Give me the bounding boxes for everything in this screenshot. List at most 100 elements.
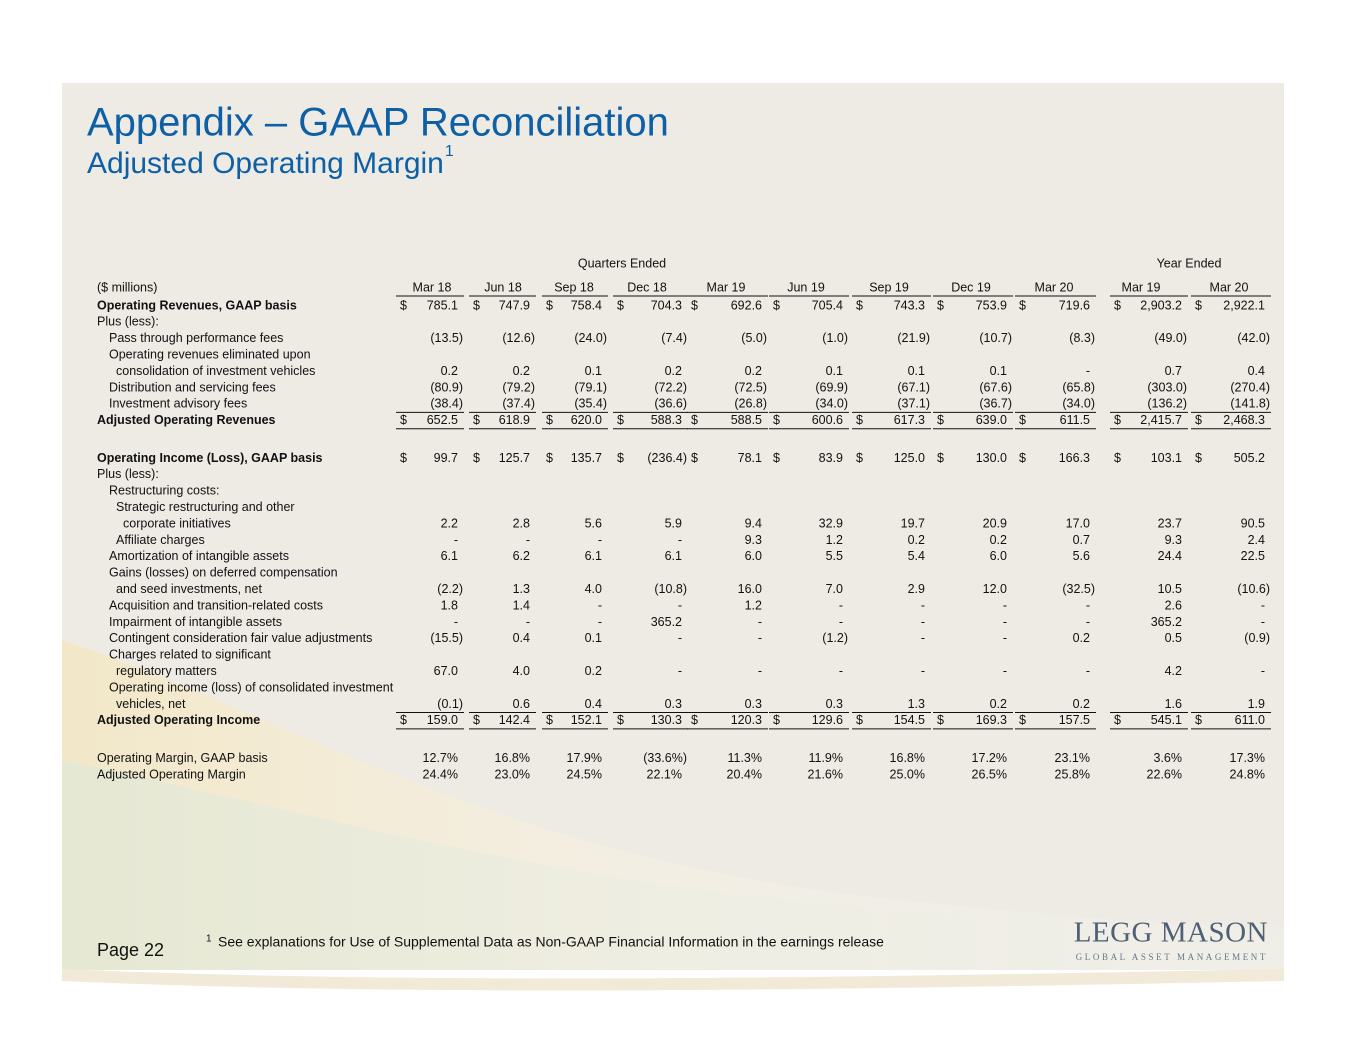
cell: 639.0 — [976, 413, 1007, 427]
cell: - — [526, 615, 530, 629]
cell: - — [1086, 664, 1090, 678]
cell: (38.4) — [430, 397, 463, 411]
column-header: Mar 20 — [1210, 280, 1249, 294]
cell: (34.0) — [815, 397, 848, 411]
cell: 20.4% — [727, 767, 762, 781]
row-label: Operating Margin, GAAP basis — [97, 751, 268, 765]
cell: 9.4 — [745, 516, 762, 530]
cell: - — [1086, 598, 1090, 612]
column-header: Sep 19 — [869, 280, 909, 294]
cell: 99.7 — [434, 451, 458, 465]
currency: $ — [617, 413, 624, 427]
column-header: Sep 18 — [554, 280, 594, 294]
cell: 747.9 — [499, 298, 530, 312]
cell: (136.2) — [1147, 397, 1187, 411]
cell: 1.2 — [826, 533, 843, 547]
cell: 0.2 — [990, 697, 1007, 711]
cell: 2,903.2 — [1140, 298, 1182, 312]
cell: 719.6 — [1059, 298, 1090, 312]
cell: 505.2 — [1234, 451, 1265, 465]
cell: 12.7% — [423, 751, 458, 765]
currency: $ — [473, 713, 480, 727]
cell: - — [1261, 664, 1265, 678]
row-label: Strategic restructuring and other — [116, 500, 295, 514]
cell: 159.0 — [427, 713, 458, 727]
currency: $ — [546, 413, 553, 427]
cell: 5.6 — [1073, 549, 1090, 563]
cell: (72.5) — [734, 380, 767, 394]
currency: $ — [546, 713, 553, 727]
row-label: Affiliate charges — [116, 533, 205, 547]
currency: $ — [1019, 413, 1026, 427]
group-header: Year Ended — [1157, 256, 1222, 270]
currency: $ — [1114, 451, 1121, 465]
cell: - — [1261, 615, 1265, 629]
currency: $ — [937, 413, 944, 427]
currency: $ — [691, 298, 698, 312]
row-label: Restructuring costs: — [109, 484, 219, 498]
cell: 16.8% — [890, 751, 925, 765]
cell: 4.2 — [1165, 664, 1182, 678]
currency: $ — [937, 451, 944, 465]
cell: 743.3 — [894, 298, 925, 312]
row-label: and seed investments, net — [116, 582, 262, 596]
cell: 2.2 — [441, 516, 458, 530]
row-label: Operating revenues eliminated upon — [109, 347, 311, 361]
cell: - — [678, 631, 682, 645]
currency: $ — [1019, 298, 1026, 312]
cell: - — [758, 664, 762, 678]
cell: - — [598, 533, 602, 547]
cell: 22.1% — [647, 767, 682, 781]
cell: 142.4 — [499, 713, 530, 727]
row-label: regulatory matters — [116, 664, 217, 678]
currency: $ — [691, 451, 698, 465]
cell: - — [1086, 615, 1090, 629]
cell: 17.2% — [972, 751, 1007, 765]
cell: 24.5% — [567, 767, 602, 781]
row-label: Operating Revenues, GAAP basis — [97, 298, 297, 312]
cell: (2.2) — [437, 582, 463, 596]
cell: 0.3 — [745, 697, 762, 711]
subtitle-footnote-mark: 1 — [445, 143, 454, 160]
row-label: Operating Income (Loss), GAAP basis — [97, 451, 323, 465]
cell: (24.0) — [574, 331, 607, 345]
cell: 0.2 — [745, 364, 762, 378]
cell: (67.6) — [979, 380, 1012, 394]
row-label: Contingent consideration fair value adju… — [109, 631, 372, 645]
cell: 0.2 — [1073, 631, 1090, 645]
cell: 6.0 — [745, 549, 762, 563]
currency: $ — [1114, 298, 1121, 312]
column-header: Dec 19 — [951, 280, 991, 294]
cell: 1.8 — [441, 598, 458, 612]
cell: 6.1 — [665, 549, 682, 563]
cell: 617.3 — [894, 413, 925, 427]
cell: 2,922.1 — [1223, 298, 1265, 312]
cell: 17.3% — [1230, 751, 1265, 765]
cell: 0.7 — [1165, 364, 1182, 378]
cell: 129.6 — [812, 713, 843, 727]
cell: (79.1) — [574, 380, 607, 394]
cell: (7.4) — [661, 331, 687, 345]
cell: (236.4) — [647, 451, 687, 465]
cell: 12.0 — [983, 582, 1007, 596]
currency: $ — [473, 298, 480, 312]
cell: 0.2 — [908, 533, 925, 547]
footnote: See explanations for Use of Supplemental… — [218, 934, 884, 950]
currency: $ — [856, 451, 863, 465]
currency: $ — [856, 298, 863, 312]
cell: 0.3 — [826, 697, 843, 711]
cell: 0.5 — [1165, 631, 1182, 645]
cell: 7.0 — [826, 582, 843, 596]
cell: 0.4 — [513, 631, 530, 645]
currency: $ — [937, 713, 944, 727]
cell: (36.7) — [979, 397, 1012, 411]
cell: (0.9) — [1244, 631, 1270, 645]
cell: - — [598, 615, 602, 629]
cell: 17.9% — [567, 751, 602, 765]
cell: - — [1003, 598, 1007, 612]
currency: $ — [617, 713, 624, 727]
cell: 23.1% — [1055, 751, 1090, 765]
cell: - — [1003, 615, 1007, 629]
cell: 25.0% — [890, 767, 925, 781]
